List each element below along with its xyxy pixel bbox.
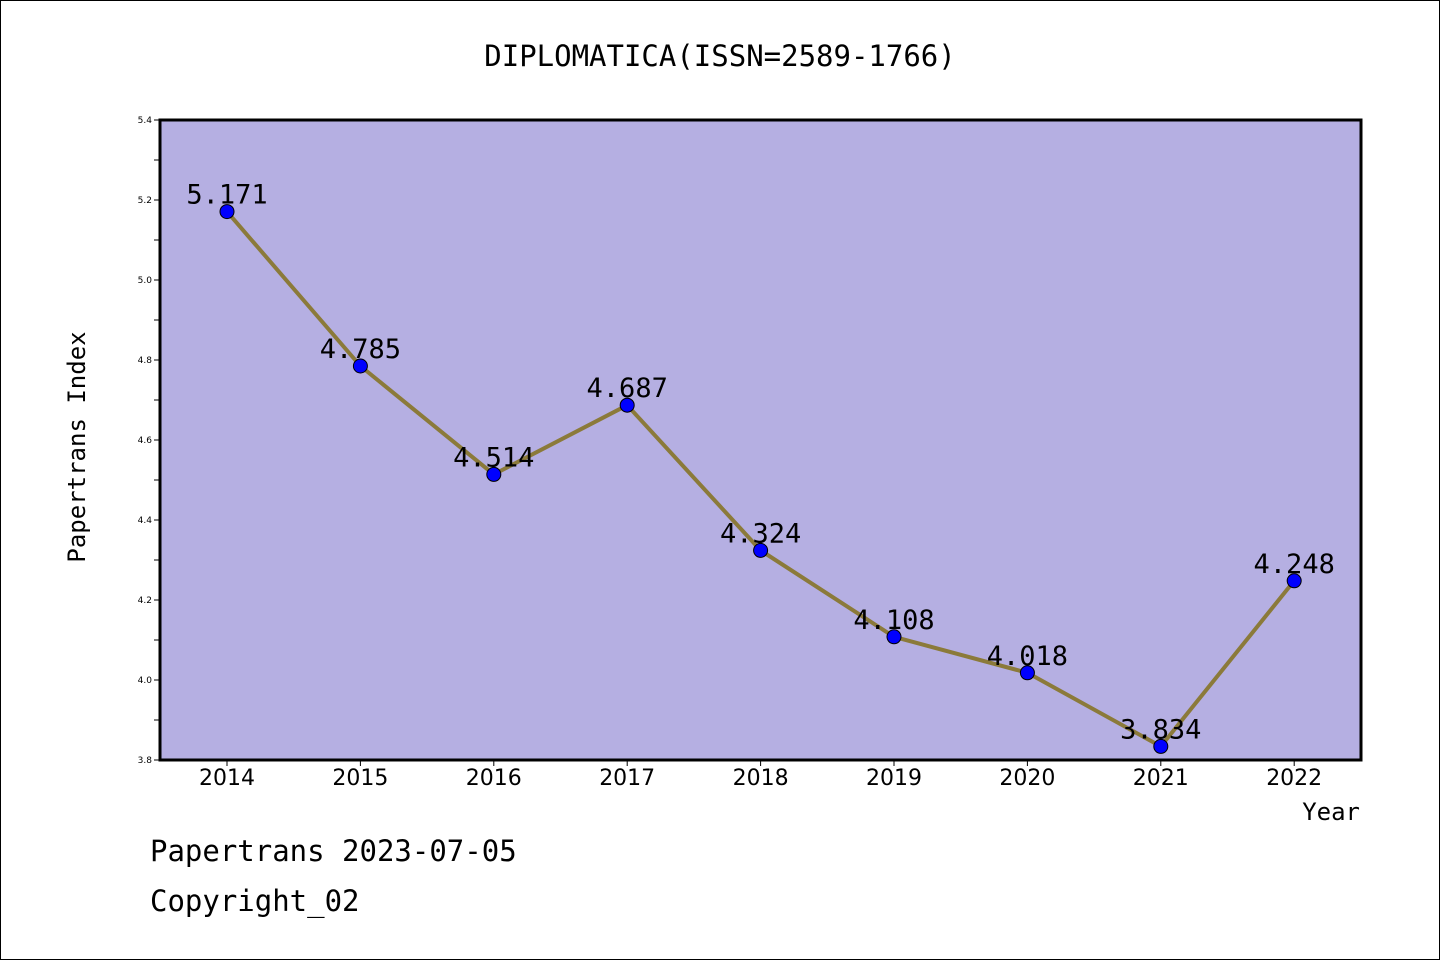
x-axis-ticks: 2014 2015 2016 2017 2018 2019 2020 2021 2022 bbox=[199, 760, 1322, 791]
plot-area bbox=[158, 118, 1363, 762]
y-tick-label: 5.4 bbox=[138, 116, 153, 126]
x-tick-label: 2021 bbox=[1133, 766, 1189, 791]
y-tick-label: 4.2 bbox=[138, 596, 152, 606]
data-label: 4.514 bbox=[453, 442, 534, 473]
data-label: 4.324 bbox=[720, 518, 801, 549]
y-axis-label: Papertrans Index bbox=[63, 331, 91, 562]
x-tick-label: 2020 bbox=[999, 766, 1055, 791]
x-tick-label: 2017 bbox=[599, 766, 655, 791]
data-point bbox=[1286, 573, 1302, 589]
y-tick-label: 4.8 bbox=[138, 356, 153, 366]
footer-copyright-text: Copyright_02 bbox=[150, 884, 360, 918]
x-tick-label: 2018 bbox=[733, 766, 789, 791]
series-layer: 5.171 4.785 4.514 4.687 4.324 4.108 4.018 3.834… bbox=[186, 180, 1335, 754]
data-point bbox=[486, 466, 502, 482]
data-point bbox=[753, 542, 769, 558]
data-point bbox=[886, 629, 902, 645]
data-point bbox=[1153, 738, 1169, 754]
data-point bbox=[1019, 665, 1035, 681]
y-tick-label: 3.8 bbox=[138, 756, 153, 766]
x-tick-label: 2015 bbox=[332, 766, 388, 791]
data-label: 4.785 bbox=[320, 334, 401, 365]
x-tick-label: 2022 bbox=[1266, 766, 1322, 791]
y-tick-label: 5.0 bbox=[138, 276, 153, 286]
chart-title: DIPLOMATICA(ISSN=2589-1766) bbox=[484, 39, 955, 73]
data-point bbox=[219, 204, 235, 220]
data-label: 4.108 bbox=[853, 605, 934, 636]
data-label: 5.171 bbox=[186, 180, 267, 211]
x-tick-label: 2014 bbox=[199, 766, 255, 791]
data-label: 4.018 bbox=[987, 641, 1068, 672]
y-tick-label: 4.4 bbox=[138, 516, 153, 526]
footer-date-text: Papertrans 2023-07-05 bbox=[150, 834, 517, 868]
y-tick-label: 4.6 bbox=[138, 436, 153, 446]
data-point bbox=[619, 397, 635, 413]
x-axis-label: Year bbox=[1302, 798, 1360, 826]
data-point bbox=[352, 358, 368, 374]
data-label: 3.834 bbox=[1120, 714, 1201, 745]
x-tick-label: 2016 bbox=[466, 766, 522, 791]
y-tick-label: 4.0 bbox=[138, 676, 153, 686]
x-tick-label: 2019 bbox=[866, 766, 922, 791]
y-axis-ticks: 3.8 4.0 4.2 4.4 4.6 4.8 5.0 5.2 5.4 bbox=[138, 116, 160, 766]
data-label: 4.248 bbox=[1254, 549, 1335, 580]
y-tick-label: 5.2 bbox=[138, 196, 152, 206]
data-label: 4.687 bbox=[587, 373, 668, 404]
